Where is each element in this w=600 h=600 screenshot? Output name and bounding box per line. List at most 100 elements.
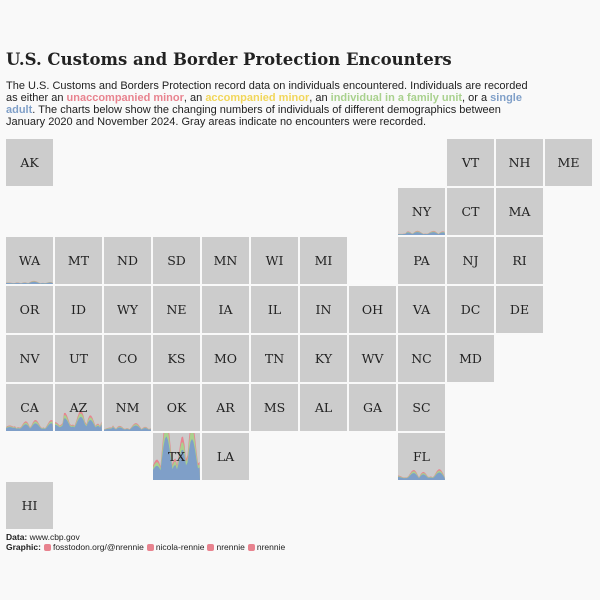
state-tile: VA <box>398 286 445 333</box>
state-label: KS <box>167 351 186 366</box>
state-tile: AK <box>6 139 53 186</box>
state-tile: MN <box>202 237 249 284</box>
description-text: . The charts below show the changing num… <box>6 104 501 128</box>
state-tile: SD <box>153 237 200 284</box>
state-tile: GA <box>349 384 396 431</box>
state-tile: HI <box>6 482 53 529</box>
state-label: SC <box>412 400 431 415</box>
state-tile: UT <box>55 335 102 382</box>
state-tile: FL <box>398 433 445 480</box>
state-tile: NJ <box>447 237 494 284</box>
state-tile: MA <box>496 188 543 235</box>
state-tile: ND <box>104 237 151 284</box>
credit: nrennie <box>256 542 286 552</box>
sparkline <box>6 280 53 284</box>
title: U.S. Customs and Border Protection Encou… <box>6 50 452 69</box>
state-tile: DC <box>447 286 494 333</box>
state-tile: ID <box>55 286 102 333</box>
state-tile: AL <box>300 384 347 431</box>
state-tile: RI <box>496 237 543 284</box>
icon <box>146 544 154 551</box>
state-label: WI <box>265 253 284 268</box>
state-tile: SC <box>398 384 445 431</box>
state-label: CT <box>461 204 480 219</box>
state-label: ME <box>557 155 580 170</box>
data-credit: Data: www.cbp.gov <box>6 532 285 542</box>
data-source: www.cbp.gov <box>29 532 80 542</box>
state-tile: VT <box>447 139 494 186</box>
description-text: , or a <box>462 92 491 104</box>
sparkline <box>55 410 102 431</box>
sparkline-area <box>55 416 102 431</box>
sparkline-area <box>398 232 445 235</box>
sparkline <box>104 423 151 431</box>
state-label: MI <box>314 253 333 268</box>
state-tile: CO <box>104 335 151 382</box>
state-label: VA <box>412 302 431 317</box>
state-label: MN <box>213 253 238 268</box>
state-tile: IL <box>251 286 298 333</box>
state-label: WA <box>18 253 41 268</box>
highlight: unaccompanied minor <box>66 92 184 104</box>
sparkline-area <box>398 472 445 480</box>
state-label: KY <box>314 351 333 366</box>
state-label: GA <box>362 400 382 415</box>
sparkline-area <box>6 281 53 284</box>
state-label: AK <box>20 155 39 170</box>
state-label: TN <box>264 351 285 366</box>
state-label: ID <box>71 302 86 317</box>
state-label: SD <box>167 253 186 268</box>
description-text: , an <box>309 92 331 104</box>
state-tile: TX <box>153 433 200 480</box>
state-tile: NM <box>104 384 151 431</box>
sparkline-area <box>6 423 53 431</box>
state-label: AR <box>216 400 235 415</box>
state-tile: AZ <box>55 384 102 431</box>
state-tile: TN <box>251 335 298 382</box>
state-label: MT <box>67 253 90 268</box>
graphic-credit: Graphic: fosstodon.org/@nrennie nicola-ren… <box>6 542 285 552</box>
state-tile: DE <box>496 286 543 333</box>
state-tile: NY <box>398 188 445 235</box>
icon <box>207 544 215 551</box>
sparkline-area <box>104 425 151 431</box>
state-label: IA <box>218 302 233 317</box>
state-label: NV <box>19 351 40 366</box>
credit: nicola-rennie <box>155 542 205 552</box>
state-label: MO <box>213 351 238 366</box>
state-label: PA <box>413 253 430 268</box>
state-tile: CT <box>447 188 494 235</box>
state-label: NH <box>508 155 531 170</box>
state-label: NY <box>411 204 432 219</box>
state-tile: NH <box>496 139 543 186</box>
description-text: The U.S. Customs and Borders Protection … <box>6 80 528 104</box>
state-tile: KS <box>153 335 200 382</box>
state-tile: AR <box>202 384 249 431</box>
state-tile: NC <box>398 335 445 382</box>
state-label: ND <box>117 253 138 268</box>
state-tile: LA <box>202 433 249 480</box>
state-tile: MT <box>55 237 102 284</box>
state-tile: NE <box>153 286 200 333</box>
state-label: AZ <box>69 400 88 415</box>
highlight: single adult <box>6 92 522 116</box>
sparkline <box>153 433 200 480</box>
icon <box>247 544 255 551</box>
state-label: WY <box>116 302 139 317</box>
credit: fosstodon.org/@nrennie <box>52 542 144 552</box>
state-tile: MI <box>300 237 347 284</box>
state-label: WV <box>361 351 384 366</box>
state-tile: IN <box>300 286 347 333</box>
icon <box>43 544 51 551</box>
state-label: UT <box>69 351 88 366</box>
state-tile: IA <box>202 286 249 333</box>
state-label: CA <box>20 400 39 415</box>
sparkline-area <box>153 436 200 480</box>
data-label: Data: <box>6 532 28 542</box>
state-label: LA <box>216 449 235 464</box>
state-label: RI <box>512 253 527 268</box>
state-tile: WY <box>104 286 151 333</box>
state-label: DC <box>460 302 481 317</box>
state-label: MA <box>508 204 531 219</box>
